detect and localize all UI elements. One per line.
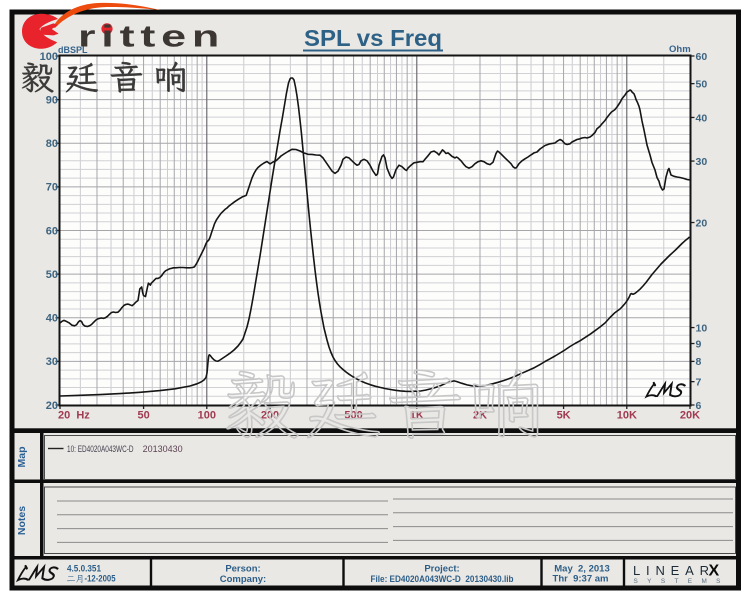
svg-text:20: 20 xyxy=(46,400,58,412)
svg-text:50: 50 xyxy=(696,78,708,90)
svg-text:Ohm: Ohm xyxy=(669,44,691,55)
svg-text:6: 6 xyxy=(696,400,702,412)
svg-text:SPL vs Freq: SPL vs Freq xyxy=(304,25,442,51)
svg-text:30: 30 xyxy=(46,356,58,368)
svg-text:ritten: ritten xyxy=(78,19,225,54)
svg-text:20 Hz: 20 Hz xyxy=(58,410,90,422)
svg-text:200: 200 xyxy=(261,410,279,422)
svg-text:20K: 20K xyxy=(680,410,700,422)
svg-text:40: 40 xyxy=(696,112,708,124)
svg-text:10: 10 xyxy=(696,322,708,334)
svg-text:5K: 5K xyxy=(557,410,571,422)
svg-text:X: X xyxy=(709,563,720,580)
svg-text:LINEAR: LINEAR xyxy=(633,563,715,578)
svg-text:File: ED4020A043WC-D 20130430: File: ED4020A043WC-D 20130430.lib xyxy=(371,574,514,585)
svg-text:7: 7 xyxy=(696,376,702,388)
svg-text:dBSPL: dBSPL xyxy=(58,45,88,55)
svg-text:Map: Map xyxy=(16,447,28,468)
svg-text:90: 90 xyxy=(46,94,58,106)
svg-text:SYSTEMS: SYSTEMS xyxy=(634,578,730,585)
svg-text:50: 50 xyxy=(137,410,149,422)
svg-text:Notes: Notes xyxy=(16,506,28,535)
svg-text:40: 40 xyxy=(46,313,58,325)
svg-text:-12-2005: -12-2005 xyxy=(85,574,117,585)
svg-text:9: 9 xyxy=(696,338,702,350)
svg-text:8: 8 xyxy=(696,356,702,368)
svg-text:60: 60 xyxy=(696,51,708,63)
svg-text:70: 70 xyxy=(46,182,58,194)
svg-text:80: 80 xyxy=(46,138,58,150)
svg-text:May 2, 2013: May 2, 2013 xyxy=(554,564,609,575)
svg-text:30: 30 xyxy=(696,156,708,168)
svg-text:60: 60 xyxy=(46,225,58,237)
svg-text:Person:: Person: xyxy=(225,564,260,575)
svg-text:50: 50 xyxy=(46,269,58,281)
svg-text:10: ED4020A043WC-D: 10: ED4020A043WC-D xyxy=(67,444,134,455)
svg-text:20: 20 xyxy=(696,217,708,229)
svg-text:20130430: 20130430 xyxy=(143,444,183,455)
svg-text:4.5.0.351: 4.5.0.351 xyxy=(67,564,102,575)
svg-text:Thr 9:37 am: Thr 9:37 am xyxy=(553,574,609,585)
svg-text:100: 100 xyxy=(198,410,216,422)
svg-text:10K: 10K xyxy=(617,410,637,422)
svg-text:Company:: Company: xyxy=(220,574,266,585)
svg-text:Project:: Project: xyxy=(424,564,459,575)
svg-text:100: 100 xyxy=(40,51,58,63)
